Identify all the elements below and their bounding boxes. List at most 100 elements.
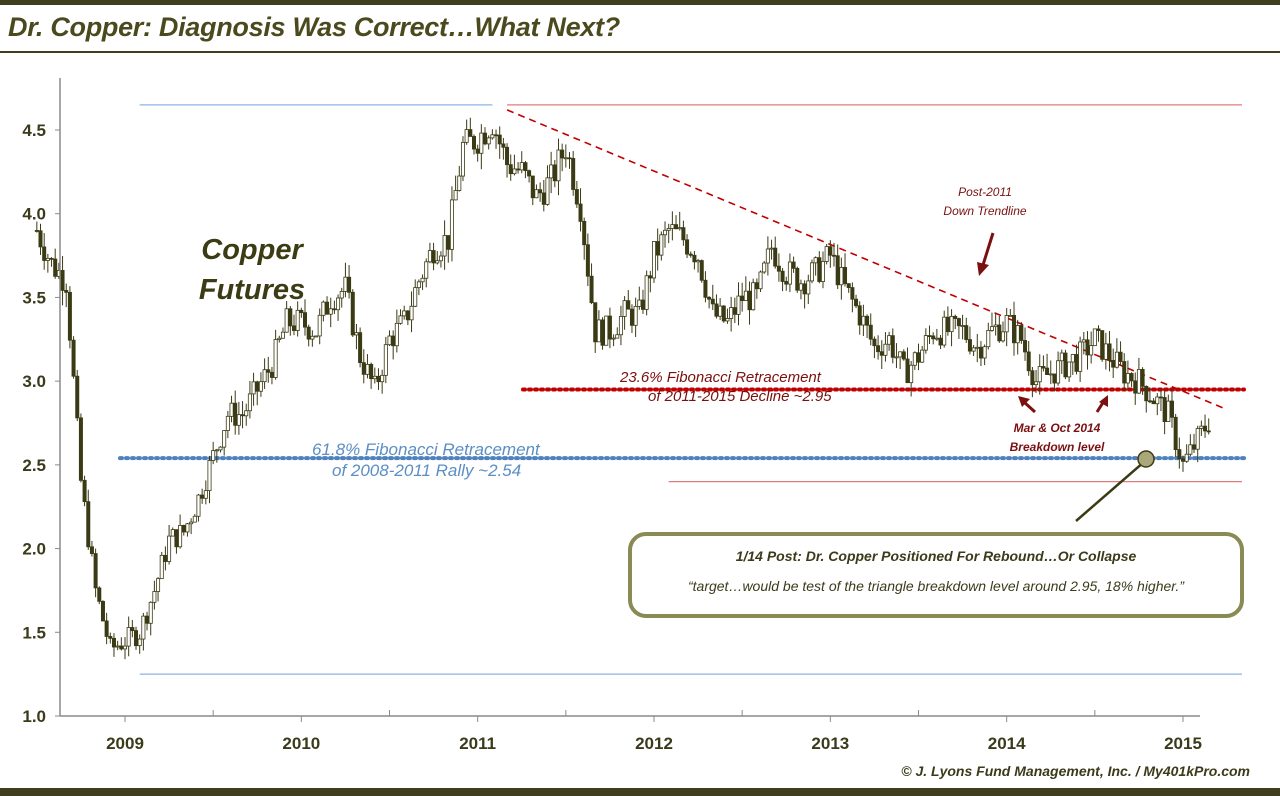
candle-body bbox=[361, 362, 366, 375]
series-label-line2: Futures bbox=[199, 274, 305, 306]
candle-body bbox=[1129, 373, 1134, 382]
candle-body bbox=[541, 192, 546, 205]
candle-body bbox=[317, 314, 322, 337]
series-label-line1: Copper bbox=[201, 234, 304, 266]
candle-body bbox=[677, 227, 682, 230]
candle-body bbox=[861, 315, 866, 326]
candle-body bbox=[835, 255, 840, 286]
candle-body bbox=[1012, 315, 1017, 344]
candle-body bbox=[765, 248, 770, 264]
candle-body bbox=[42, 246, 47, 261]
candle-body bbox=[751, 282, 756, 311]
candle-body bbox=[585, 244, 590, 277]
candle-body bbox=[1078, 341, 1083, 372]
candle-body bbox=[666, 228, 671, 231]
candle-body bbox=[299, 309, 304, 314]
candle-body bbox=[622, 300, 627, 317]
candle-body bbox=[34, 230, 39, 232]
x-tick-label: 2014 bbox=[988, 734, 1026, 753]
candle-body bbox=[707, 296, 712, 300]
candle-body bbox=[714, 303, 719, 317]
candle-body bbox=[438, 255, 443, 262]
candle-body bbox=[1199, 425, 1204, 429]
candle-body bbox=[192, 515, 197, 523]
candle-body bbox=[457, 175, 462, 191]
candle-body bbox=[200, 494, 205, 499]
candle-body bbox=[710, 298, 715, 305]
candle-body bbox=[236, 414, 241, 426]
candle-body bbox=[894, 356, 899, 359]
candle-body bbox=[64, 289, 69, 293]
candle-body bbox=[262, 369, 267, 383]
candle-body bbox=[1092, 328, 1097, 347]
candle-body bbox=[222, 430, 227, 448]
candle-body bbox=[798, 283, 803, 291]
candle-body bbox=[1100, 330, 1105, 360]
callout-pointer-line bbox=[1075, 461, 1145, 522]
candle-body bbox=[776, 265, 781, 272]
candle-body bbox=[295, 309, 300, 331]
candle-body bbox=[578, 203, 583, 222]
candle-body bbox=[600, 319, 605, 346]
candle-body bbox=[743, 290, 748, 301]
candle-body bbox=[850, 287, 855, 300]
candle-body bbox=[387, 335, 392, 346]
candle-body bbox=[251, 381, 256, 395]
candle-body bbox=[857, 305, 862, 326]
candle-body bbox=[229, 402, 234, 417]
bottom-border-bar bbox=[0, 788, 1280, 796]
callout-box: 1/14 Post: Dr. Copper Positioned For Reb… bbox=[628, 532, 1244, 618]
candle-body bbox=[405, 310, 410, 321]
candle-body bbox=[1048, 373, 1053, 376]
breakdown-arrow-right bbox=[1095, 395, 1108, 413]
candle-body bbox=[832, 254, 837, 257]
candle-body bbox=[1000, 331, 1005, 342]
candle-body bbox=[1041, 366, 1046, 369]
candle-body bbox=[332, 308, 337, 311]
candle-body bbox=[416, 281, 421, 289]
candle-body bbox=[490, 134, 495, 139]
candle-body bbox=[409, 305, 414, 321]
callout-pointer-dot bbox=[1137, 450, 1155, 468]
candle-body bbox=[468, 129, 473, 137]
candle-body bbox=[167, 535, 172, 562]
candle-body bbox=[732, 307, 737, 315]
candle-body bbox=[1008, 315, 1013, 317]
candle-body bbox=[218, 446, 223, 451]
candle-body bbox=[1114, 351, 1119, 368]
candle-body bbox=[115, 645, 120, 648]
candle-body bbox=[699, 260, 704, 281]
candle-body bbox=[130, 627, 135, 632]
candle-body bbox=[163, 554, 168, 562]
candle-body bbox=[126, 627, 131, 647]
candle-body bbox=[1085, 339, 1090, 356]
candle-body bbox=[336, 297, 341, 311]
fib618-label-line2: of 2008-2011 Rally ~2.54 bbox=[332, 461, 521, 480]
candle-body bbox=[876, 345, 881, 353]
candle-body bbox=[534, 189, 539, 199]
candle-body bbox=[134, 630, 139, 647]
candle-body bbox=[1107, 343, 1112, 361]
candle-body bbox=[398, 315, 403, 324]
candle-body bbox=[934, 337, 939, 340]
x-tick-label: 2013 bbox=[811, 734, 849, 753]
candle-body bbox=[989, 326, 994, 331]
candle-body bbox=[795, 267, 800, 291]
candle-body bbox=[402, 310, 407, 317]
candle-body bbox=[453, 190, 458, 201]
candle-body bbox=[269, 371, 274, 378]
candle-body bbox=[291, 325, 296, 331]
candle-body bbox=[314, 335, 319, 338]
candle-body bbox=[637, 299, 642, 307]
candle-body bbox=[978, 346, 983, 359]
candle-body bbox=[1052, 373, 1057, 384]
candle-body bbox=[354, 332, 359, 336]
candle-body bbox=[119, 645, 124, 650]
candle-body bbox=[843, 267, 848, 285]
candle-body bbox=[1103, 343, 1108, 360]
x-tick-label: 2010 bbox=[282, 734, 320, 753]
candle-body bbox=[953, 315, 958, 319]
candle-body bbox=[255, 381, 260, 392]
candle-body bbox=[343, 276, 348, 292]
